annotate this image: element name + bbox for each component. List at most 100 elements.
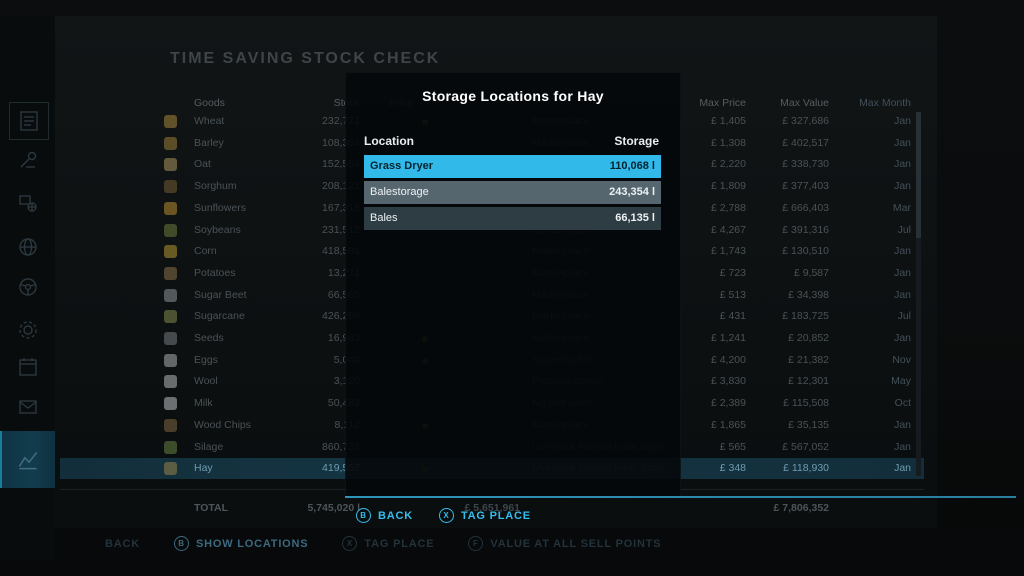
value-at-all-sell-points-button[interactable]: F VALUE AT ALL SELL POINTS: [468, 536, 661, 551]
button-label: SHOW LOCATIONS: [195, 537, 309, 550]
oat-icon: [164, 158, 177, 172]
milk-icon: [164, 397, 177, 411]
stock-value: 418,591: [322, 245, 360, 258]
goods-name: Seeds: [194, 332, 224, 344]
goods-name: Barley: [194, 136, 224, 149]
goods-name: Wood Chips: [194, 418, 252, 431]
top-band: [0, 0, 1024, 18]
max-month: Jan: [894, 332, 911, 344]
back-button[interactable]: BACK: [105, 538, 140, 550]
max-value: £ 402,517: [782, 136, 829, 149]
tools-icon[interactable]: [9, 142, 47, 178]
eggs-icon: [164, 353, 177, 367]
max-month: Jan: [894, 288, 911, 301]
max-price: £ 565: [719, 440, 746, 453]
goods-name: Hay: [194, 462, 213, 475]
stock-value: 167,318: [322, 201, 360, 214]
stock-value: 231,512: [322, 223, 360, 236]
max-month: Jan: [894, 440, 911, 453]
steering-wheel-icon[interactable]: [9, 269, 47, 305]
potato-icon: [164, 266, 177, 280]
stock-value: 66,585: [327, 288, 360, 301]
goods-name: Wool: [194, 375, 218, 388]
max-month: Jul: [897, 223, 911, 236]
gamepad-key-icon: F: [468, 536, 484, 551]
max-price: £ 2,220: [710, 158, 746, 171]
production-icon[interactable]: [9, 185, 47, 221]
stock-value: 208,121: [322, 180, 360, 193]
show-locations-button[interactable]: B SHOW LOCATIONS: [173, 536, 309, 551]
storage-location-row[interactable]: Grass Dryer 110,068 l: [364, 155, 661, 178]
max-price: £ 1,308: [710, 136, 746, 149]
max-month: May: [891, 375, 911, 388]
button-label: TAG PLACE: [364, 537, 435, 550]
gear-icon[interactable]: [9, 312, 47, 348]
max-month: Jan: [894, 180, 911, 193]
sorghum-icon: [164, 180, 177, 194]
wheat-icon: [164, 115, 177, 128]
max-value: £ 34,398: [788, 288, 829, 301]
col-max-value: Max Value: [780, 97, 829, 109]
sunflower-icon: [164, 201, 177, 215]
sugar-beet-icon: [164, 288, 177, 302]
max-price: £ 431: [719, 310, 746, 323]
max-value: £ 118,930: [783, 462, 829, 475]
max-value: £ 12,301: [788, 375, 829, 388]
back-button[interactable]: B BACK: [356, 508, 413, 523]
tag-place-button[interactable]: X TAG PLACE: [342, 536, 434, 551]
storage-location-row[interactable]: Bales 66,135 l: [364, 207, 661, 230]
barley-icon: [164, 136, 177, 150]
goods-name: Wheat: [194, 115, 225, 127]
dialog-footer-divider: [345, 496, 1016, 498]
stock-check-icon[interactable]: [0, 431, 55, 488]
dialog-list-header: Location Storage: [364, 134, 659, 152]
wood-chips-icon: [164, 418, 177, 432]
max-value: £ 9,587: [793, 266, 829, 279]
stock-value: 16,983: [327, 332, 360, 344]
scrollbar[interactable]: [916, 112, 921, 476]
max-value: £ 35,135: [788, 418, 829, 431]
total-max-value: £ 7,806,352: [773, 502, 829, 514]
stock-value: 860,732: [322, 440, 360, 453]
envelope-icon[interactable]: [9, 389, 47, 425]
silage-icon: [164, 440, 177, 454]
max-value: £ 115,508: [783, 397, 829, 410]
sidebar: [0, 16, 55, 560]
total-value: £ 5,651,961: [464, 502, 520, 514]
dialog-buttons: B BACK X TAG PLACE: [356, 508, 531, 523]
max-price: £ 4,267: [710, 223, 746, 236]
report-icon[interactable]: [9, 102, 49, 140]
max-value: £ 327,686: [782, 115, 829, 127]
max-value: £ 391,316: [782, 223, 829, 236]
max-month: Jan: [894, 158, 911, 171]
max-price: £ 3,830: [710, 375, 746, 388]
goods-name: Silage: [194, 440, 224, 453]
max-month: Nov: [892, 353, 911, 366]
col-max-price: Max Price: [699, 97, 746, 109]
max-price: £ 2,389: [710, 397, 746, 410]
max-month: Jan: [894, 266, 911, 279]
stock-value: 50,482: [327, 397, 360, 410]
col-max-month: Max Month: [859, 97, 911, 109]
tag-place-button[interactable]: X TAG PLACE: [438, 508, 531, 523]
storage-location-row[interactable]: Balestorage 243,354 l: [364, 181, 661, 204]
storage-amount: 243,354 l: [609, 186, 655, 198]
scrollbar-thumb[interactable]: [916, 112, 921, 238]
storage-amount: 66,135 l: [615, 212, 655, 224]
max-price: £ 1,405: [710, 115, 746, 127]
globe-icon[interactable]: [9, 229, 47, 265]
total-label: TOTAL: [194, 502, 229, 514]
footer-buttons: BACK B SHOW LOCATIONS X TAG PLACE F VALUE AT A…: [105, 536, 661, 551]
max-value: £ 130,510: [782, 245, 829, 258]
table-row[interactable]: Sunflowers 167,318 £ 2,788 £ 666,403 Mar: [60, 198, 924, 219]
max-price: £ 1,865: [710, 418, 746, 431]
gamepad-key-icon: X: [438, 508, 454, 523]
gamepad-key-icon: B: [356, 508, 371, 523]
soybean-icon: [164, 223, 177, 237]
location-name: Bales: [370, 212, 398, 224]
storage-amount: 110,068 l: [609, 160, 655, 172]
calendar-icon[interactable]: [9, 349, 47, 385]
dialog-title: Storage Locations for Hay: [422, 88, 604, 104]
goods-name: Sugar Beet: [194, 288, 247, 301]
button-label: VALUE AT ALL SELL POINTS: [490, 537, 662, 550]
